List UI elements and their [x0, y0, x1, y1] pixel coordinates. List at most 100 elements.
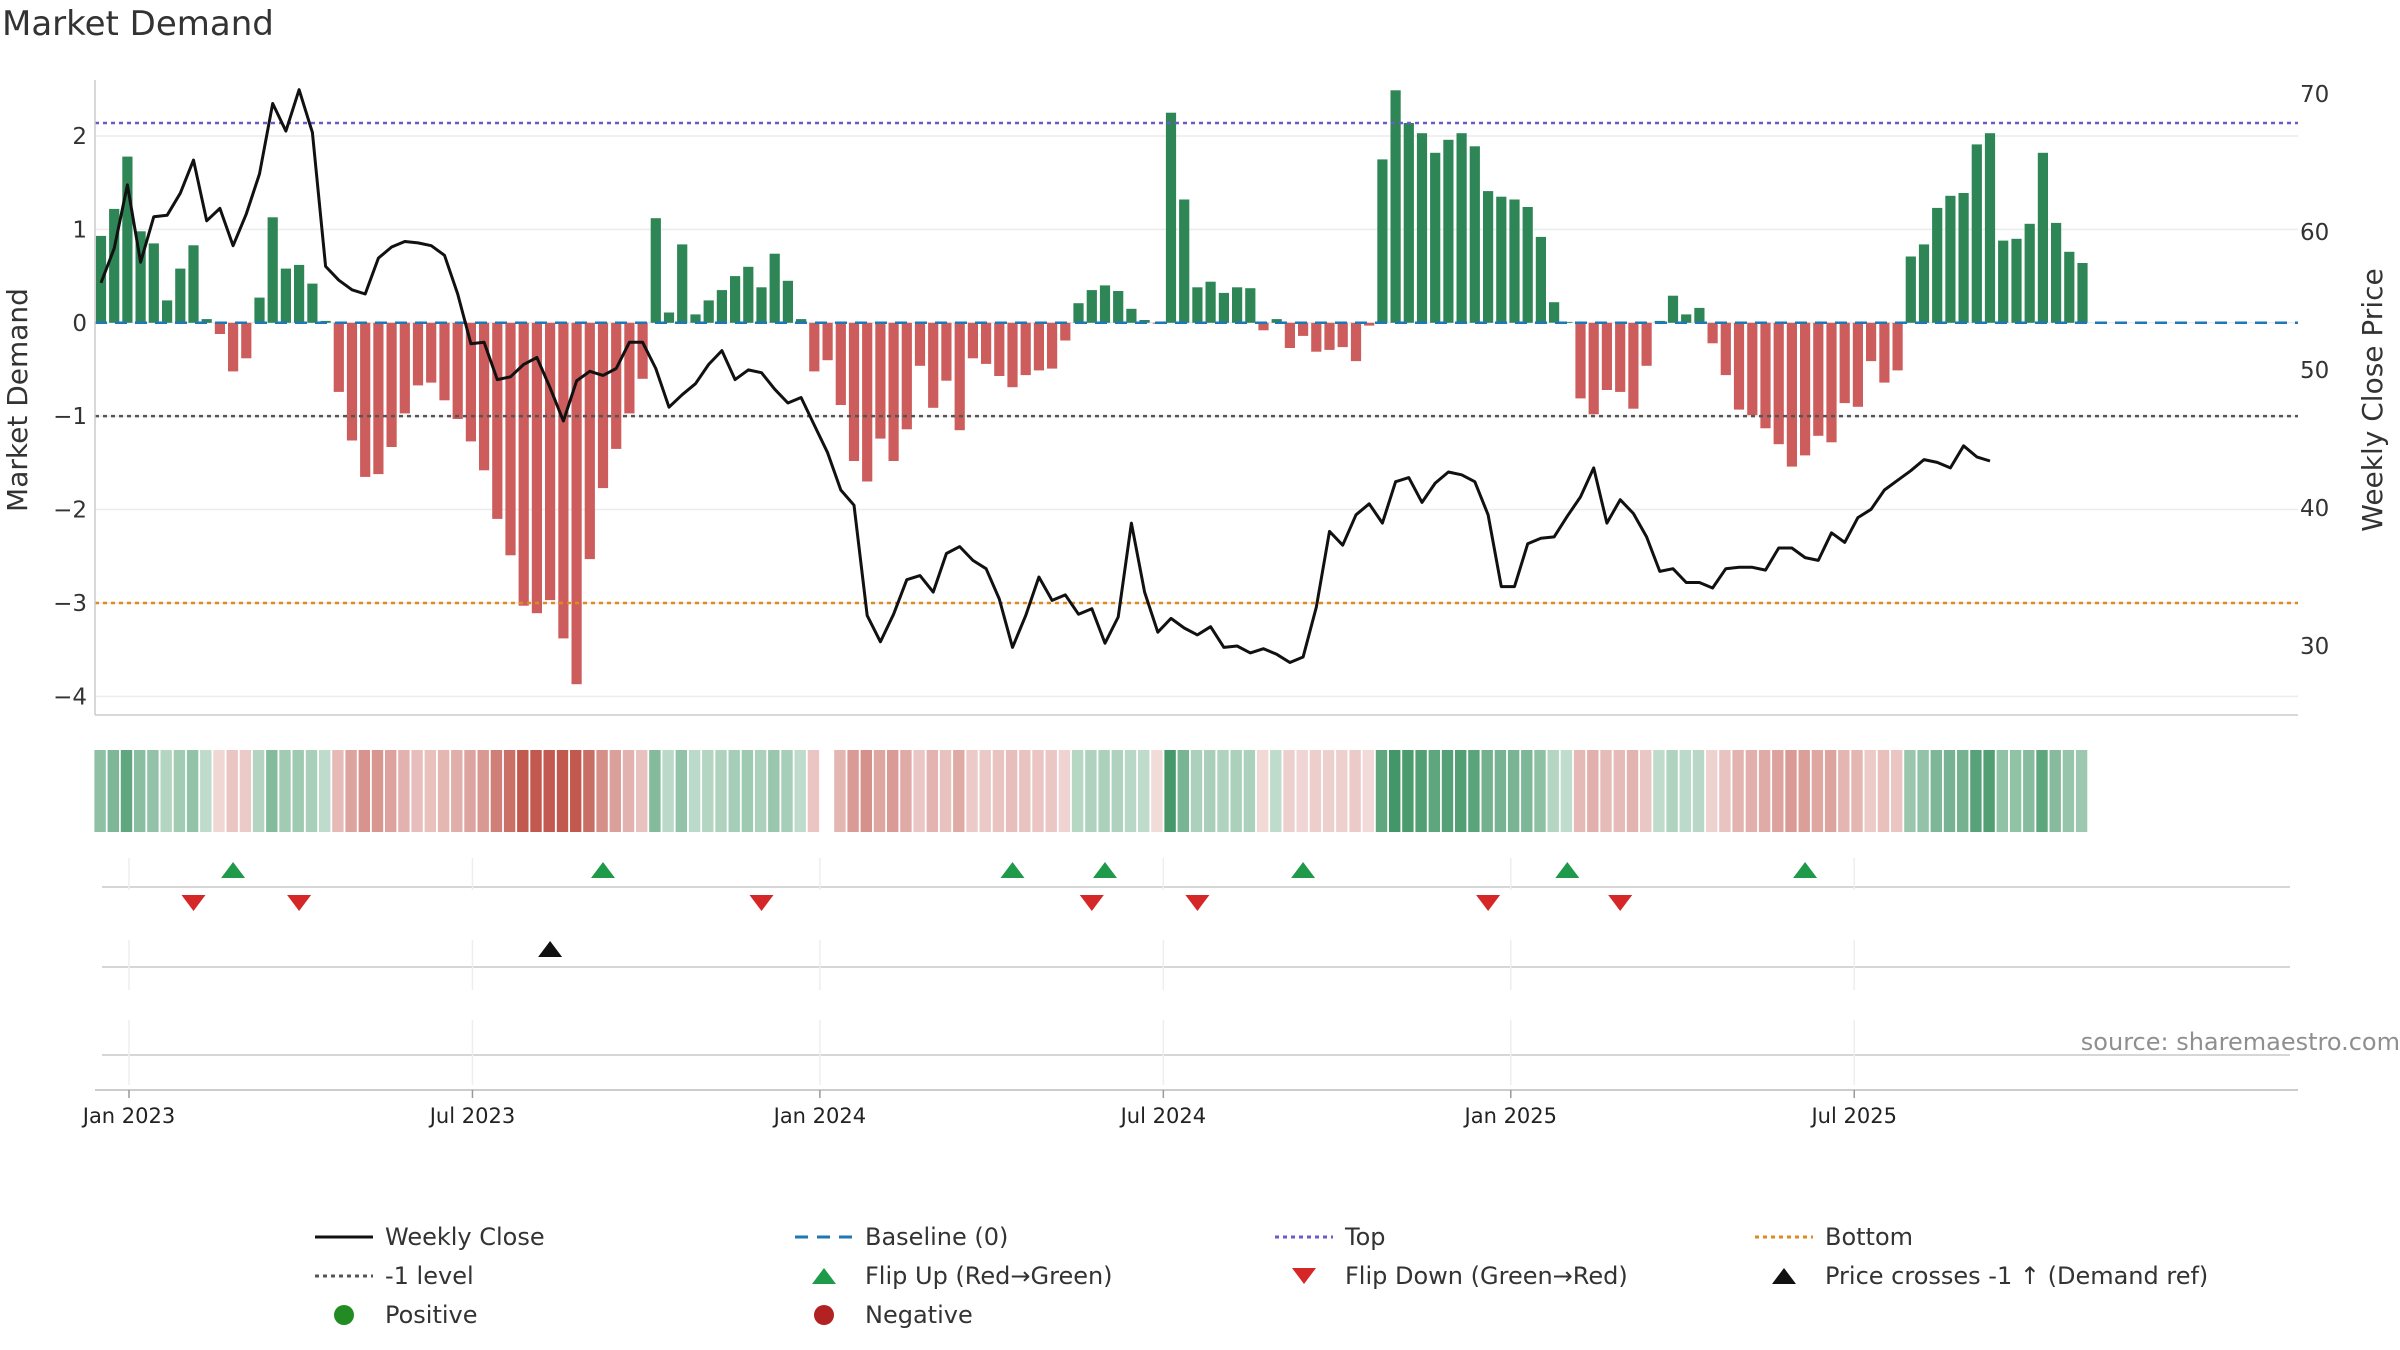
x-tick-label: Jan 2023 [81, 1104, 176, 1128]
demand-bar [492, 322, 503, 519]
flip-up-marker [221, 862, 246, 878]
legend-label: Bottom [1825, 1223, 1913, 1251]
demand-bar [782, 280, 793, 323]
x-axis: Jan 2023 Jul 2023 Jan 2024 Jul 2024 Jan 2025… [81, 858, 2298, 1128]
heat-cell [279, 750, 291, 832]
legend-item: Flip Up (Red→Green) [812, 1262, 1113, 1290]
demand-bar [267, 217, 278, 323]
heat-cell [385, 750, 397, 832]
demand-bar [2037, 152, 2048, 323]
heat-cell [979, 750, 991, 832]
y-axis-title: Market Demand [1, 288, 34, 512]
heat-cell [1917, 750, 1929, 832]
x-tick-label: Jul 2023 [428, 1104, 515, 1128]
heat-cell [913, 750, 925, 832]
demand-bar [1324, 322, 1335, 350]
demand-bar [862, 322, 873, 482]
heat-cell [332, 750, 344, 832]
demand-bar [1126, 308, 1137, 323]
heat-cell [622, 750, 635, 832]
heat-cell [1600, 750, 1612, 832]
demand-bar [1813, 322, 1824, 436]
demand-bar [228, 322, 239, 372]
heat-cell [252, 750, 265, 832]
heat-cell [992, 750, 1005, 832]
heat-cell [173, 750, 186, 832]
legend-item: Bottom [1755, 1223, 1913, 1251]
flip-up-marker [1093, 862, 1117, 878]
weekly-close-line [99, 88, 1991, 664]
demand-bar [1892, 322, 1903, 371]
demand-bar [1932, 207, 1943, 323]
demand-bar [175, 268, 186, 323]
heat-cell [1560, 750, 1573, 832]
heat-cell [1256, 750, 1269, 832]
heat-cell [1349, 750, 1361, 832]
heat-cell [2023, 750, 2035, 832]
heat-cell [873, 750, 886, 832]
legend-dot-icon [814, 1305, 834, 1325]
heat-cell [1058, 750, 1071, 832]
heat-cell [847, 750, 859, 832]
demand-bar [452, 322, 463, 419]
y-tick-label: −2 [53, 498, 87, 524]
demand-bar [1852, 322, 1863, 407]
y2-tick-label: 30 [2300, 634, 2329, 660]
heat-cell [887, 750, 899, 832]
heat-cell [1772, 750, 1784, 832]
heat-cell [1296, 750, 1308, 832]
heat-cell [543, 750, 555, 832]
heat-cell [1943, 750, 1956, 832]
legend-triangle-icon [1292, 1268, 1316, 1284]
flip-down-marker [1476, 895, 1501, 911]
heat-cell [1375, 750, 1388, 832]
demand-heat-strip [94, 750, 2088, 832]
demand-bar [1971, 144, 1982, 323]
demand-bar [1430, 152, 1441, 323]
price-cross-marker [538, 941, 563, 957]
heat-cell [768, 750, 780, 832]
demand-bar [1786, 322, 1797, 467]
reference-lines [95, 121, 2298, 605]
heat-cell [1204, 750, 1216, 832]
heat-cell [807, 750, 820, 832]
heat-cell [1785, 750, 1797, 832]
demand-bar [188, 245, 199, 323]
demand-bar [1522, 207, 1533, 323]
demand-bar [888, 322, 899, 461]
demand-bar [650, 218, 661, 323]
demand-bar [294, 264, 305, 323]
heat-cell [1719, 750, 1731, 832]
flip-up-marker [1000, 862, 1025, 878]
heat-cell [2036, 750, 2048, 832]
legend-dot-icon [334, 1305, 354, 1325]
demand-bar [967, 322, 978, 359]
heat-cell [160, 750, 172, 832]
heat-cell [1864, 750, 1876, 832]
demand-bar [571, 322, 582, 685]
demand-bar [1694, 307, 1705, 323]
demand-bar [1747, 322, 1758, 416]
demand-bar [1020, 322, 1031, 376]
legend-item: -1 level [315, 1262, 474, 1290]
heat-cell [464, 750, 476, 832]
heat-cell [1877, 750, 1890, 832]
heat-cell [1640, 750, 1652, 832]
demand-bar [1456, 133, 1467, 323]
demand-bar [1509, 199, 1520, 323]
demand-bar [1113, 291, 1124, 323]
demand-bar [637, 322, 648, 379]
heat-cell [226, 750, 238, 832]
heat-cell [2075, 750, 2088, 832]
demand-bar [1469, 146, 1480, 323]
heat-cell [1758, 750, 1771, 832]
legend-label: Flip Up (Red→Green) [865, 1262, 1113, 1290]
heat-cell [636, 750, 648, 832]
legend: Weekly Close Baseline (0) Top Bottom -1 leve… [315, 1223, 2208, 1329]
demand-bar [1760, 322, 1771, 429]
heat-cell [2049, 750, 2061, 832]
demand-bar [1165, 112, 1177, 323]
demand-bars [95, 90, 2088, 685]
heat-cell [1085, 750, 1097, 832]
demand-bar [730, 276, 741, 323]
